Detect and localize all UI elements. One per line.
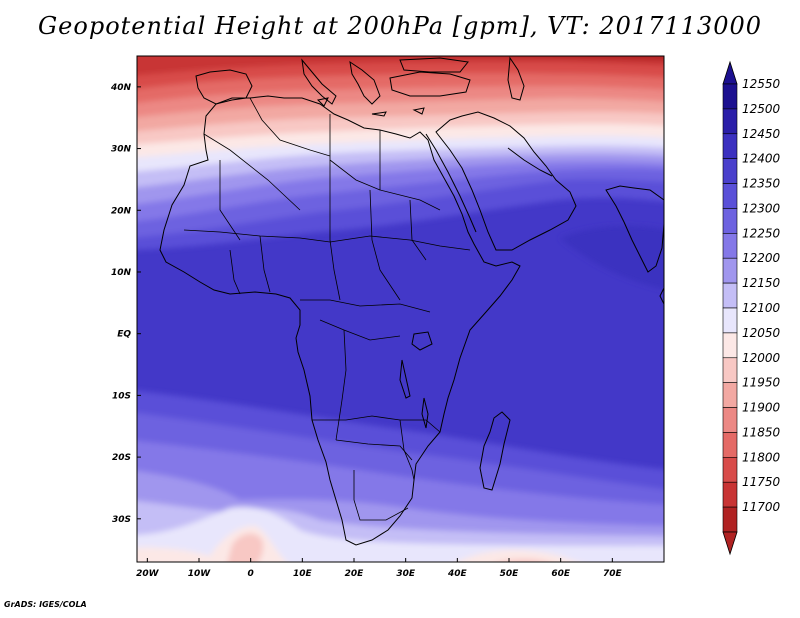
colorbar-label: 12450 [742,127,781,141]
colorbar-swatch [722,158,738,184]
lake-tanganyika [399,359,411,399]
sri-lanka [659,286,664,306]
balkans [349,60,381,105]
colorbar-swatch [722,133,738,159]
colorbar-swatch [722,233,738,259]
lat-tick-label: 10S [112,391,131,401]
colorbar-swatch [722,357,738,383]
lat-tick-label: 30S [112,515,131,525]
colorbar: 12550 12500 12450 12400 12350 12300 12250 12200… [722,60,781,556]
colorbar-swatch [722,282,738,309]
colorbar-swatch [722,257,738,284]
madagascar [479,411,511,491]
colorbar-label: 12150 [742,276,781,290]
colorbar-swatch [722,108,738,135]
coastlines [159,56,664,546]
latitude-axis: 40N 30N 20N 10N EQ 10S 20S 30S [110,83,141,525]
colorbar-swatch [722,183,738,209]
india-coastline [605,185,664,273]
country-borders [183,97,471,521]
africa-coastline [159,95,521,546]
colorbar-label: 12500 [742,102,781,116]
lon-tick-label: 60E [551,569,571,579]
colorbar-label: 12350 [742,177,781,191]
colorbar-label: 11700 [742,500,781,514]
persian-gulf [507,147,553,177]
lon-tick-label: 30E [396,569,416,579]
colorbar-swatch [722,83,738,110]
colorbar-label: 11850 [742,425,781,439]
plot-frame [136,55,665,563]
lat-tick-label: 20S [112,453,131,463]
crete [371,111,387,117]
longitude-axis: 20W 10W 0 10E 20E 30E 40E 50E 60E 70E [136,558,623,579]
caspian-sea [507,56,525,101]
lon-tick-label: 70E [603,569,623,579]
colorbar-swatch [722,307,738,334]
cyprus [412,107,425,115]
colorbar-swatch [722,208,738,234]
colorbar-label: 12550 [742,77,781,91]
colorbar-swatch [722,332,738,359]
colorbar-swatch [722,382,738,408]
colorbar-swatch [722,481,738,508]
lon-tick-label: 50E [500,569,520,579]
colorbar-swatch [722,407,738,433]
turkey [389,71,471,97]
colorbar-label: 12300 [742,201,781,215]
lon-tick-label: 20W [136,569,160,579]
lat-tick-label: EQ [117,330,131,340]
lat-tick-label: 20N [111,206,132,216]
iberia [195,69,253,105]
map-title: Geopotential Height at 200hPa [gpm], VT:… [38,12,762,40]
colorbar-label: 11750 [742,475,781,489]
lon-tick-label: 10W [188,569,212,579]
colorbar-label: 11900 [742,401,781,415]
colorbar-label: 12250 [742,226,781,240]
red-sea [425,133,477,233]
colorbar-label: 12100 [742,301,781,315]
sicily [316,97,329,107]
lake-malawi [421,397,429,429]
lake-victoria [411,331,433,351]
lat-tick-label: 30N [111,145,132,155]
lon-tick-label: 40E [447,569,468,579]
lat-tick-label: 40N [110,83,132,93]
lon-tick-label: 10E [293,569,313,579]
black-sea [399,57,469,73]
colorbar-label: 12400 [742,152,781,166]
lon-tick-label: 20E [345,569,365,579]
arabian-peninsula [435,111,577,251]
grads-credit: GrADS: IGES/COLA [4,600,87,609]
colorbar-swatch [722,432,738,458]
lon-tick-label: 0 [248,569,254,579]
height-field [137,56,664,562]
colorbar-label: 12000 [742,351,781,365]
italy [301,58,337,105]
colorbar-swatch [722,457,738,483]
colorbar-label: 12050 [742,326,781,340]
colorbar-label: 12200 [742,251,781,265]
colorbar-top-arrow [722,60,738,85]
lat-tick-label: 10N [111,268,132,278]
colorbar-label: 11800 [742,450,781,464]
colorbar-label: 11950 [742,376,781,390]
colorbar-swatch [722,506,738,533]
colorbar-bottom-arrow [722,531,738,556]
